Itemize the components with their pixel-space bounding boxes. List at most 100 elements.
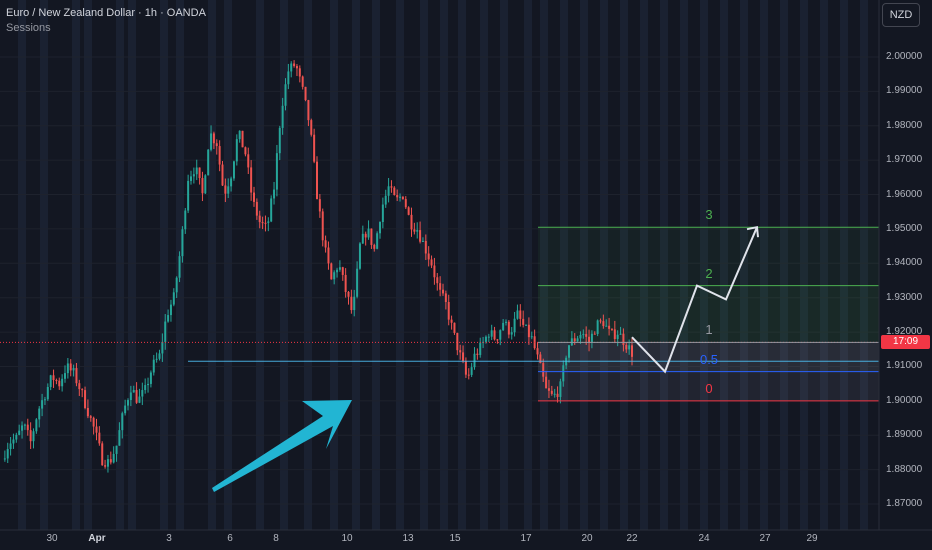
candle-body bbox=[542, 363, 545, 377]
price-tick-label: 1.99000 bbox=[886, 85, 923, 97]
candle-body bbox=[261, 222, 264, 224]
candle-body bbox=[484, 336, 487, 342]
candle-body bbox=[270, 198, 273, 222]
time-tick-label: 27 bbox=[759, 533, 771, 544]
fib-level-label: 0 bbox=[705, 380, 713, 396]
candle-body bbox=[66, 363, 69, 374]
session-band bbox=[372, 0, 380, 530]
session-band bbox=[800, 0, 808, 530]
candle-body bbox=[61, 378, 64, 387]
candle-body bbox=[462, 352, 465, 362]
session-band bbox=[524, 0, 532, 530]
currency-button[interactable]: NZD bbox=[882, 3, 920, 27]
candle-body bbox=[190, 176, 192, 181]
candle-body bbox=[241, 130, 244, 148]
candle-body bbox=[141, 390, 144, 397]
time-tick-label: 30 bbox=[46, 533, 58, 544]
candle-body bbox=[576, 338, 579, 342]
candle-body bbox=[227, 186, 230, 194]
candle-body bbox=[109, 459, 112, 463]
candle-body bbox=[35, 419, 38, 432]
session-band bbox=[224, 0, 232, 530]
session-band bbox=[660, 0, 668, 530]
candle-body bbox=[341, 267, 344, 275]
candle-body bbox=[456, 332, 459, 351]
session-band bbox=[740, 0, 748, 530]
candle-body bbox=[338, 267, 341, 270]
candle-body bbox=[161, 341, 164, 354]
candle-body bbox=[235, 139, 238, 162]
candle-body bbox=[439, 283, 442, 290]
candle-body bbox=[155, 358, 158, 360]
candle-body bbox=[585, 334, 588, 337]
candle-body bbox=[436, 277, 439, 284]
candle-body bbox=[522, 318, 525, 325]
candle-body bbox=[3, 458, 6, 460]
candle-body bbox=[616, 334, 619, 340]
candle-body bbox=[399, 196, 402, 198]
candle-body bbox=[135, 390, 138, 403]
candle-body bbox=[184, 210, 187, 230]
session-band bbox=[458, 0, 466, 530]
candle-body bbox=[499, 330, 502, 340]
time-tick-label: 13 bbox=[402, 533, 414, 544]
price-tick-label: 1.97000 bbox=[886, 154, 923, 166]
session-band bbox=[116, 0, 124, 530]
candle-body bbox=[516, 310, 519, 319]
candle-body bbox=[15, 434, 18, 440]
candle-body bbox=[290, 63, 293, 72]
candle-body bbox=[393, 187, 396, 196]
candle-body bbox=[29, 430, 32, 442]
candle-body bbox=[536, 348, 539, 355]
projection-path[interactable] bbox=[631, 226, 759, 374]
candle-body bbox=[81, 389, 84, 391]
candle-body bbox=[376, 233, 379, 249]
candle-body bbox=[204, 175, 207, 194]
candle-body bbox=[625, 344, 628, 350]
time-tick-label: 24 bbox=[698, 533, 710, 544]
session-bands bbox=[18, 0, 868, 530]
candle-body bbox=[519, 310, 522, 319]
candle-body bbox=[115, 445, 118, 454]
candle-body bbox=[476, 353, 479, 355]
candle-body bbox=[427, 253, 430, 260]
session-band bbox=[780, 0, 788, 530]
candle-body bbox=[373, 244, 376, 249]
candle-body bbox=[321, 211, 324, 241]
candle-body bbox=[49, 375, 52, 387]
candle-body bbox=[470, 367, 473, 375]
candle-body bbox=[172, 292, 175, 305]
candle-body bbox=[147, 383, 150, 386]
indicator-label[interactable]: Sessions bbox=[6, 22, 51, 34]
candle-body bbox=[570, 338, 573, 346]
candle-body bbox=[453, 322, 456, 333]
candle-body bbox=[487, 336, 490, 338]
candle-body bbox=[178, 256, 181, 278]
candle-body bbox=[605, 325, 608, 327]
session-band bbox=[352, 0, 360, 530]
candle-body bbox=[127, 400, 129, 406]
candle-body bbox=[568, 345, 570, 358]
candle-body bbox=[628, 345, 631, 350]
session-band bbox=[600, 0, 608, 530]
fib-level-label: 0.5 bbox=[699, 351, 719, 367]
session-band bbox=[580, 0, 588, 530]
candle-body bbox=[333, 272, 336, 280]
candle-body bbox=[101, 443, 104, 466]
price-tag: 17:09 bbox=[881, 335, 930, 349]
candle-body bbox=[493, 330, 496, 340]
candle-body bbox=[164, 321, 167, 342]
candle-body bbox=[224, 185, 227, 194]
cyan-arrow-annotation[interactable] bbox=[212, 400, 352, 492]
time-tick-label: 15 bbox=[449, 533, 461, 544]
candle-body bbox=[158, 353, 161, 359]
candle-body bbox=[613, 329, 616, 340]
candle-body bbox=[181, 229, 184, 257]
candle-body bbox=[336, 269, 339, 273]
session-band bbox=[760, 0, 768, 530]
candle-body bbox=[410, 214, 413, 230]
chart-header: Euro / New Zealand Dollar · 1h · OANDA S… bbox=[6, 6, 206, 36]
symbol-title[interactable]: Euro / New Zealand Dollar · 1h · OANDA bbox=[6, 7, 206, 19]
candle-body bbox=[416, 230, 419, 232]
